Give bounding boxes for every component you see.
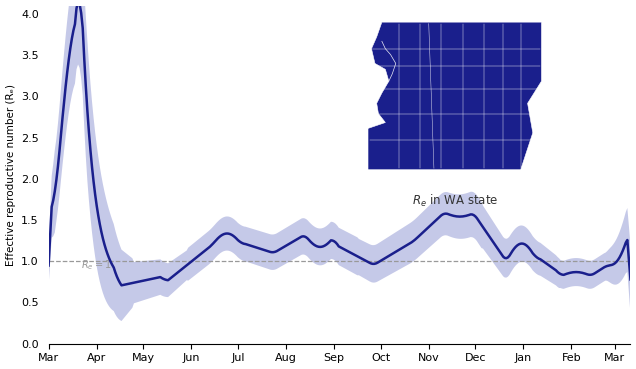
Polygon shape xyxy=(368,22,541,170)
Y-axis label: Effective reproductive number (Rₑ): Effective reproductive number (Rₑ) xyxy=(6,84,15,266)
Text: $R_e = 1$: $R_e = 1$ xyxy=(81,259,112,272)
Text: $R_e$ in WA state: $R_e$ in WA state xyxy=(411,193,498,209)
